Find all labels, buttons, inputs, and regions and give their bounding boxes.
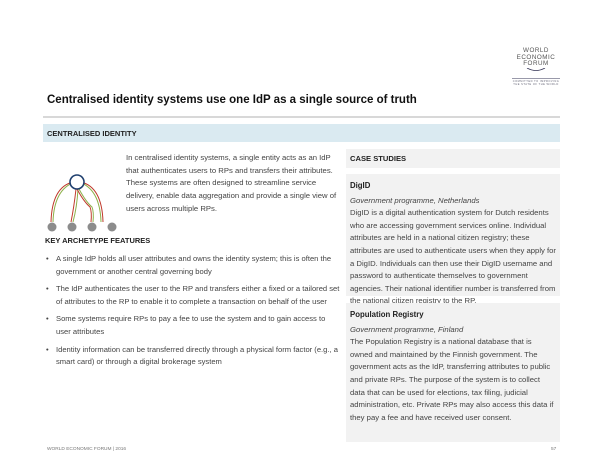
page-number: 57 [551, 447, 557, 452]
case-study-name: DigID [350, 181, 371, 190]
wef-logo: WORLD ECONOMIC FORUM COMMITTED TO IMPROV… [512, 47, 560, 86]
features-list: A single IdP holds all user attributes a… [45, 253, 341, 374]
logo-line: FORUM [523, 60, 549, 67]
logo-line: WORLD [523, 47, 549, 54]
page-title: Centralised identity systems use one IdP… [47, 94, 417, 106]
rp-node [67, 222, 77, 232]
feature-item: The IdP authenticates the user to the RP… [45, 283, 341, 308]
footer: WORLD ECONOMIC FORUM | 2016 [47, 447, 127, 452]
logo-line: ECONOMIC [516, 53, 556, 61]
feature-item: A single IdP holds all user attributes a… [45, 253, 341, 278]
logo-arc-icon [526, 67, 546, 71]
feature-item: Some systems require RPs to pay a fee to… [45, 313, 341, 338]
case-study-population-registry: Population Registry Government programme… [346, 303, 560, 442]
rp-node [107, 222, 117, 232]
divider [43, 116, 560, 118]
feature-item: Identity information can be transferred … [45, 344, 341, 369]
case-study-body: DigID is a digital authentication system… [350, 208, 556, 306]
case-study-body: The Population Registry is a national da… [350, 337, 554, 422]
case-study-subtitle: Government programme, Finland [350, 324, 464, 334]
case-study-subtitle: Government programme, Netherlands [350, 195, 480, 205]
features-heading: KEY ARCHETYPE FEATURES [45, 236, 151, 245]
centralised-diagram-icon [47, 174, 117, 232]
rp-node [87, 222, 97, 232]
case-study-digid: DigID Government programme, Netherlands … [346, 174, 560, 305]
section-band: CENTRALISED IDENTITY [43, 124, 560, 142]
logo-tagline: COMMITTED TO IMPROVING THE STATE OF THE … [512, 78, 560, 86]
rp-node [47, 222, 57, 232]
intro-text: In centralised identity systems, a singl… [126, 153, 337, 213]
idp-node [69, 174, 85, 190]
case-studies-heading: CASE STUDIES [346, 149, 560, 168]
case-study-name: Population Registry [350, 310, 424, 319]
